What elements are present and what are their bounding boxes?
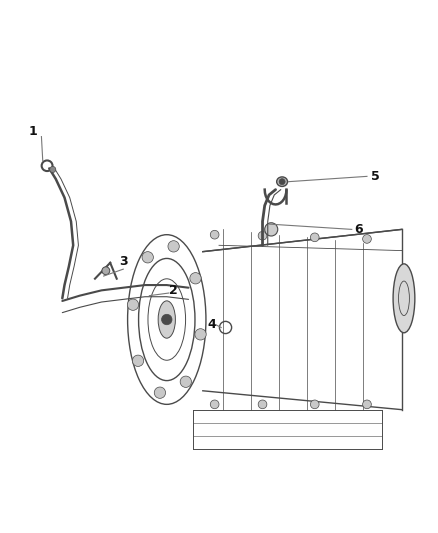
Ellipse shape — [158, 301, 175, 338]
Circle shape — [311, 233, 319, 241]
Ellipse shape — [393, 264, 415, 333]
Text: 6: 6 — [354, 223, 363, 236]
Circle shape — [210, 400, 219, 409]
Text: 5: 5 — [371, 170, 380, 183]
Circle shape — [210, 230, 219, 239]
Circle shape — [258, 231, 267, 240]
Circle shape — [162, 314, 172, 325]
Circle shape — [279, 179, 285, 185]
Circle shape — [168, 241, 179, 252]
Text: 2: 2 — [169, 284, 178, 297]
Text: 4: 4 — [207, 318, 216, 332]
Ellipse shape — [277, 177, 288, 187]
Text: 3: 3 — [119, 255, 127, 268]
Circle shape — [363, 400, 371, 409]
Circle shape — [195, 329, 206, 340]
Circle shape — [142, 252, 153, 263]
Circle shape — [132, 355, 144, 366]
Circle shape — [311, 400, 319, 409]
Circle shape — [49, 166, 56, 173]
Circle shape — [102, 267, 110, 274]
Circle shape — [258, 400, 267, 409]
Circle shape — [127, 299, 139, 310]
Circle shape — [154, 387, 166, 398]
Circle shape — [363, 235, 371, 243]
Circle shape — [190, 272, 201, 284]
Circle shape — [180, 376, 191, 387]
Text: 1: 1 — [28, 125, 37, 138]
Ellipse shape — [265, 223, 278, 236]
